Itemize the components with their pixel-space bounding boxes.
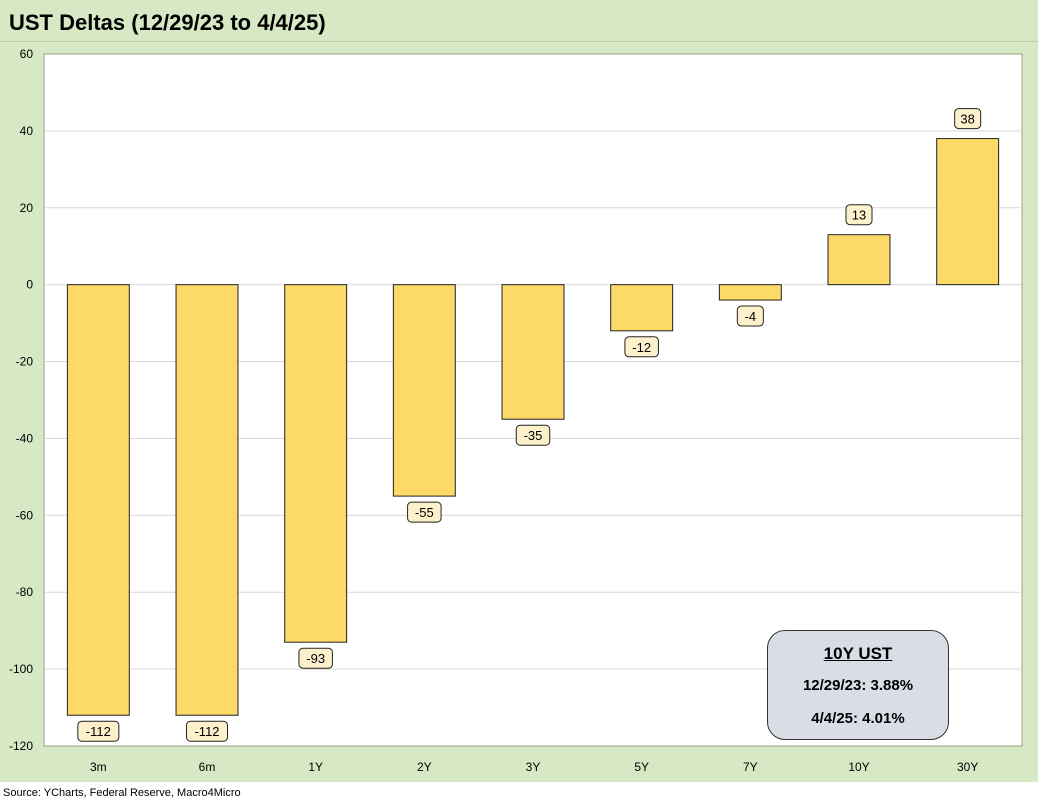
data-label: 38 bbox=[954, 108, 982, 130]
data-label: -12 bbox=[624, 336, 659, 358]
data-label-box bbox=[845, 204, 873, 226]
y-tick-label: -40 bbox=[16, 431, 34, 445]
bar-3y bbox=[501, 284, 565, 420]
chart-title: UST Deltas (12/29/23 to 4/4/25) bbox=[9, 10, 326, 35]
data-label-text: -112 bbox=[194, 724, 219, 739]
x-tick-label: 7Y bbox=[743, 760, 758, 774]
y-tick-label: 20 bbox=[20, 201, 34, 215]
source-note: Source: YCharts, Federal Reserve, Macro4… bbox=[3, 787, 241, 799]
y-tick-label: -60 bbox=[16, 508, 34, 522]
x-tick-label: 2Y bbox=[417, 760, 432, 774]
data-label-text: -93 bbox=[306, 651, 325, 666]
data-label-text: 13 bbox=[852, 208, 866, 223]
bar-5y bbox=[610, 284, 674, 332]
x-axis-ticks: 3m 6m 1Y 2Y 3Y 5Y 7Y 10Y 30Y bbox=[90, 760, 978, 774]
data-label-text: -35 bbox=[524, 428, 543, 443]
bars bbox=[66, 138, 1000, 716]
data-label: -4 bbox=[736, 305, 764, 327]
data-label-text: -55 bbox=[415, 505, 434, 520]
y-axis-ticks: 60 40 20 0 -20 -40 -60 -80 -100 -120 bbox=[9, 47, 33, 753]
data-label-box bbox=[298, 647, 333, 669]
bar-7y bbox=[718, 284, 782, 301]
x-tick-label: 5Y bbox=[634, 760, 649, 774]
data-label-text: -4 bbox=[745, 309, 757, 324]
ten-year-ust-info-box: 10Y UST 12/29/23: 3.88% 4/4/25: 4.01% bbox=[767, 630, 949, 740]
y-tick-label: -100 bbox=[9, 662, 33, 676]
data-label-text: -112 bbox=[86, 724, 111, 739]
x-tick-label: 6m bbox=[199, 760, 216, 774]
data-label: -55 bbox=[407, 501, 442, 523]
info-box-end-yield: 4/4/25: 4.01% bbox=[811, 710, 905, 727]
bar-6m bbox=[175, 284, 239, 716]
bar-3m bbox=[66, 284, 130, 716]
y-tick-label: 40 bbox=[20, 124, 34, 138]
x-tick-label: 10Y bbox=[848, 760, 869, 774]
data-label-box bbox=[954, 108, 982, 130]
info-box-start-yield: 12/29/23: 3.88% bbox=[802, 677, 914, 694]
bar-30y bbox=[936, 138, 1000, 286]
x-tick-label: 3m bbox=[90, 760, 107, 774]
y-tick-label: -120 bbox=[9, 739, 33, 753]
data-label: -112 bbox=[186, 720, 228, 742]
bar-1y bbox=[284, 284, 348, 643]
info-box-title: 10Y UST bbox=[823, 644, 893, 663]
data-label-text: 38 bbox=[960, 112, 974, 127]
y-tick-label: -20 bbox=[16, 355, 34, 369]
bar-2y bbox=[392, 284, 456, 497]
data-label-box bbox=[407, 501, 442, 523]
y-tick-label: -80 bbox=[16, 585, 34, 599]
y-tick-label: 0 bbox=[26, 278, 33, 292]
data-label: -35 bbox=[515, 424, 551, 446]
bar-10y bbox=[827, 234, 891, 286]
data-label-box bbox=[77, 720, 120, 742]
y-tick-label: 60 bbox=[20, 47, 34, 61]
x-tick-label: 30Y bbox=[957, 760, 978, 774]
title-bar: UST Deltas (12/29/23 to 4/4/25) bbox=[0, 0, 1038, 42]
x-tick-label: 1Y bbox=[308, 760, 323, 774]
data-labels: -112 -112 -93 -55 -35 -12 -4 13 38 bbox=[77, 108, 982, 742]
data-label-box bbox=[736, 305, 764, 327]
data-label: -112 bbox=[77, 720, 120, 742]
data-label: -93 bbox=[298, 647, 333, 669]
x-tick-label: 3Y bbox=[526, 760, 541, 774]
data-label: 13 bbox=[845, 204, 873, 226]
data-label-box bbox=[515, 424, 551, 446]
data-label-box bbox=[186, 720, 228, 742]
data-label-text: -12 bbox=[632, 340, 651, 355]
data-label-box bbox=[624, 336, 659, 358]
